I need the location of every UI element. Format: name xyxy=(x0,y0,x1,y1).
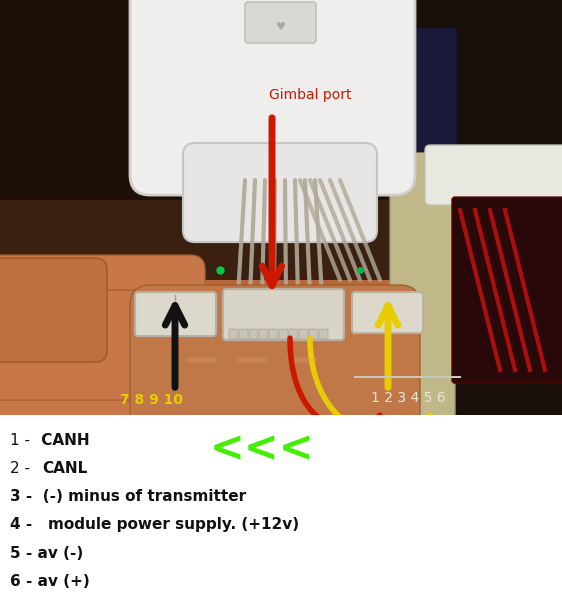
FancyBboxPatch shape xyxy=(183,143,377,242)
FancyBboxPatch shape xyxy=(130,0,415,195)
FancyBboxPatch shape xyxy=(245,2,316,43)
Text: <<<: <<< xyxy=(210,429,315,471)
FancyBboxPatch shape xyxy=(319,329,328,339)
FancyBboxPatch shape xyxy=(309,329,318,339)
FancyBboxPatch shape xyxy=(352,292,423,333)
Text: 4 -   module power supply. (+12v): 4 - module power supply. (+12v) xyxy=(10,518,299,533)
Text: 6 - av (+): 6 - av (+) xyxy=(10,574,90,589)
FancyBboxPatch shape xyxy=(425,145,562,205)
FancyBboxPatch shape xyxy=(289,329,298,339)
FancyBboxPatch shape xyxy=(279,329,288,339)
Polygon shape xyxy=(0,280,562,415)
Polygon shape xyxy=(0,0,562,280)
FancyBboxPatch shape xyxy=(239,329,248,339)
FancyBboxPatch shape xyxy=(390,95,455,425)
Text: 7 8 9 10: 7 8 9 10 xyxy=(120,393,184,407)
Text: 1 2 3 4 5 6: 1 2 3 4 5 6 xyxy=(371,391,445,405)
Text: 5 - av (-): 5 - av (-) xyxy=(10,545,83,561)
Text: 3 -  (-) minus of transmitter: 3 - (-) minus of transmitter xyxy=(10,489,246,504)
FancyBboxPatch shape xyxy=(388,28,457,152)
Text: Gimbal port: Gimbal port xyxy=(269,88,351,102)
FancyBboxPatch shape xyxy=(130,285,420,440)
Text: 1 -: 1 - xyxy=(10,433,35,448)
Text: CANH: CANH xyxy=(36,433,89,448)
FancyBboxPatch shape xyxy=(0,290,175,400)
Text: 2 -: 2 - xyxy=(10,461,40,476)
FancyBboxPatch shape xyxy=(0,255,205,440)
FancyBboxPatch shape xyxy=(249,329,258,339)
FancyBboxPatch shape xyxy=(135,292,216,336)
FancyBboxPatch shape xyxy=(229,329,238,339)
FancyBboxPatch shape xyxy=(0,258,107,362)
Polygon shape xyxy=(0,200,562,415)
FancyBboxPatch shape xyxy=(452,197,562,383)
FancyBboxPatch shape xyxy=(223,289,344,340)
FancyBboxPatch shape xyxy=(269,329,278,339)
Text: CANL: CANL xyxy=(43,461,88,476)
Text: ♥: ♥ xyxy=(276,22,286,32)
FancyBboxPatch shape xyxy=(259,329,268,339)
Polygon shape xyxy=(390,0,562,415)
FancyBboxPatch shape xyxy=(299,329,308,339)
